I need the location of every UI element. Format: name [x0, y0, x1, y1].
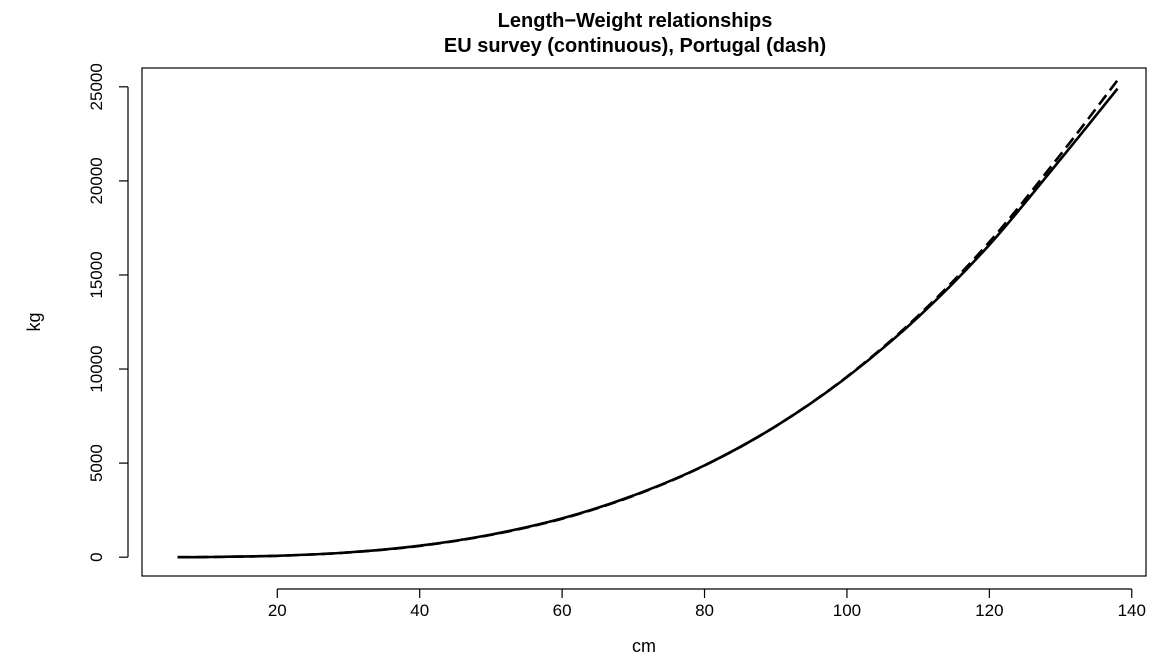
series-line-dash [177, 79, 1119, 559]
y-axis-label: kg [24, 312, 44, 331]
y-tick-label: 10000 [87, 345, 106, 392]
y-tick-label: 0 [87, 552, 106, 561]
x-axis-label: cm [632, 636, 656, 656]
y-tick-label: 15000 [87, 251, 106, 298]
series-line-solid [177, 87, 1119, 559]
chart-subtitle: EU survey (continuous), Portugal (dash) [444, 35, 826, 57]
y-tick-label: 20000 [87, 157, 106, 204]
x-tick-label: 100 [833, 601, 861, 620]
x-tick-label: 40 [410, 601, 429, 620]
y-axis: 0 5000 10000 15000 20000 25000 [87, 63, 129, 562]
y-tick-label: 25000 [87, 63, 106, 110]
chart-title: Length−Weight relationships [498, 10, 773, 32]
y-tick-label: 5000 [87, 444, 106, 482]
x-tick-label: 80 [695, 601, 714, 620]
x-tick-label: 120 [975, 601, 1003, 620]
x-axis: 20 40 60 80 100 120 140 [268, 588, 1146, 620]
x-tick-label: 60 [553, 601, 572, 620]
plot-area-frame [141, 67, 1147, 577]
x-tick-label: 20 [268, 601, 287, 620]
x-tick-label: 140 [1118, 601, 1146, 620]
series-layer [177, 79, 1119, 559]
